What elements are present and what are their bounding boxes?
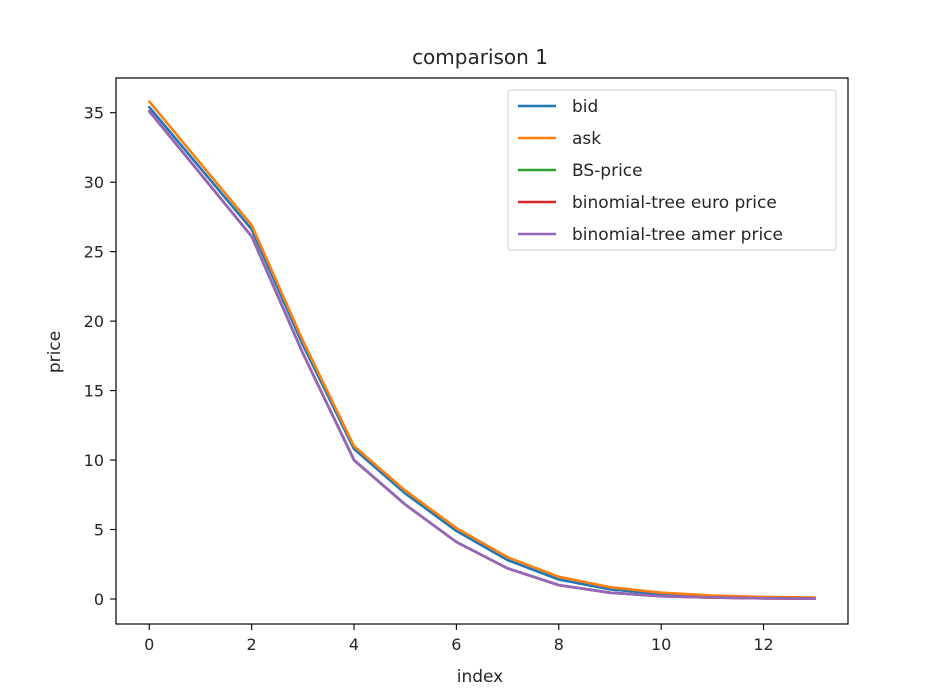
x-tick-label: 12 [753,635,773,654]
y-axis: 0 5 10 15 20 25 30 35 [84,104,116,609]
y-tick-label: 0 [94,590,104,609]
y-tick-label: 5 [94,521,104,540]
x-tick-label: 10 [651,635,671,654]
legend-label-4: binomial-tree amer price [572,225,783,245]
x-tick-label: 8 [554,635,564,654]
x-axis: 0 2 4 6 8 10 12 [144,624,774,654]
legend-label-1: ask [572,129,601,149]
legend-label-0: bid [572,97,598,117]
legend-label-3: binomial-tree euro price [572,193,777,213]
series-line-1 [148,100,817,599]
chart-title: comparison 1 [412,45,548,69]
legend-box [507,89,837,251]
y-tick-label: 25 [84,243,104,262]
y-tick-label: 35 [84,104,104,123]
x-tick-label: 0 [144,635,154,654]
legend-label-2: BS-price [572,161,643,181]
plot-area [148,100,817,601]
x-tick-label: 2 [247,635,257,654]
y-axis-label: price [45,331,65,373]
y-tick-label: 10 [84,451,104,470]
y-tick-label: 30 [84,173,104,192]
y-tick-label: 15 [84,382,104,401]
series-line-4 [148,110,817,601]
axes-frame [115,77,849,625]
x-tick-label: 4 [349,635,359,654]
x-axis-label: index [457,667,504,687]
y-tick-label: 20 [84,312,104,331]
x-tick-label: 6 [451,635,461,654]
legend: bid ask BS-price binomial-tree euro price bi… [507,89,837,251]
